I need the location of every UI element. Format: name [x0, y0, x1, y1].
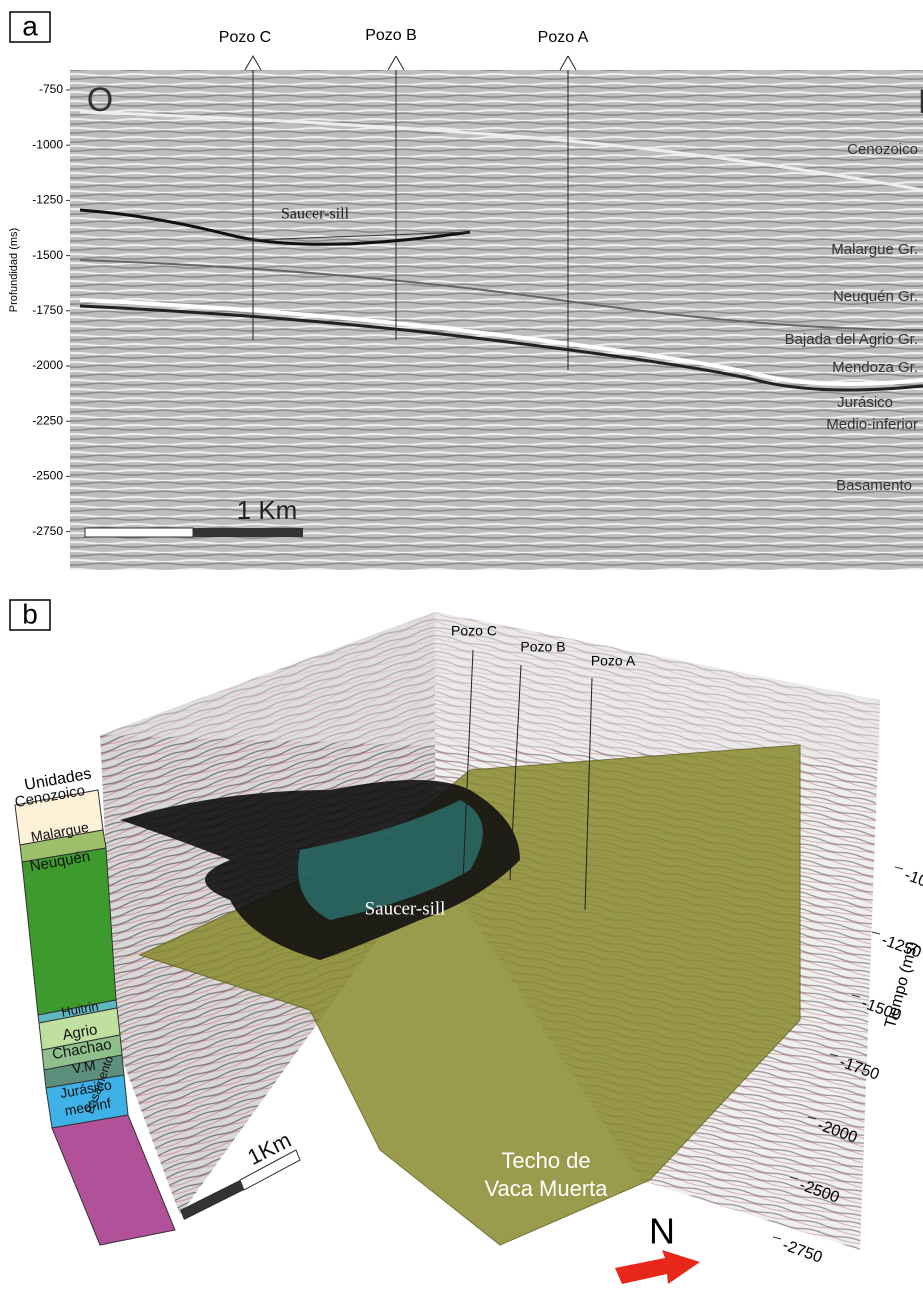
wells [462, 649, 593, 911]
panel-label-box [9, 11, 51, 43]
well-label: Pozo A [538, 29, 589, 46]
panel-label: b [22, 598, 38, 629]
seismic-section [70, 70, 923, 570]
reflectors [79, 110, 923, 392]
y-tick-label: -2250 [32, 413, 63, 427]
unit-label: Malargue Gr. [831, 241, 918, 258]
unit-label: Medio-inferior [826, 416, 918, 433]
corner-label: O [87, 81, 113, 119]
well-label: Pozo C [219, 29, 271, 46]
annotation: Saucer-sill [365, 898, 446, 919]
panel-label-box [9, 599, 51, 631]
wall-top [100, 612, 880, 760]
tick-label: -2750 [780, 1237, 824, 1267]
y-ticks: -750 -1000 -1250 -1500 -1750 -2000 -2250 -2500 -… [32, 82, 70, 538]
y-tick-label: -2000 [32, 358, 63, 372]
north-arrow [615, 1250, 700, 1284]
y-tick-label: -2500 [32, 469, 63, 483]
unit-label: Jurásico [837, 394, 893, 411]
well-label: Pozo C [451, 623, 497, 639]
north-label: N [649, 1211, 675, 1252]
tick-mark [871, 931, 881, 935]
unit-label: V.M [71, 1057, 97, 1077]
well-label: Pozo A [591, 653, 636, 669]
tick-mark [829, 1053, 839, 1057]
scale-label: 1 Km [237, 495, 298, 525]
well-label: Pozo B [520, 639, 565, 655]
scale-bar [193, 528, 303, 537]
y-axis-label: Profundidad (ms) [8, 228, 20, 312]
scale-bar [239, 1149, 301, 1191]
panel-label: a [22, 10, 38, 41]
tick-mark [894, 866, 904, 870]
tick-mark [789, 1176, 799, 1180]
y-tick-label: -1500 [32, 248, 63, 262]
annotation: Saucer-sill [281, 206, 350, 223]
corner-label: E [918, 83, 923, 121]
y-tick-label: -1000 [32, 137, 63, 151]
tick-label: -1000 [902, 867, 923, 897]
y-tick-label: -750 [39, 82, 63, 96]
tick-mark [772, 1236, 782, 1240]
well-label: Pozo B [365, 27, 417, 44]
y-tick-label: -1750 [32, 303, 63, 317]
unit-label: Neuquén Gr. [833, 288, 918, 305]
unit-label: Basamento [836, 477, 912, 494]
scale-bar [84, 527, 194, 538]
y-tick-label: -1250 [32, 193, 63, 207]
wells [244, 54, 577, 370]
surface-label: Techo de [501, 1148, 590, 1173]
unit-label: Cenozoico [847, 141, 918, 158]
surface-label: Vaca Muerta [484, 1176, 608, 1201]
sill-color [298, 800, 483, 920]
unit-label: Bajada del Agrio Gr. [785, 331, 918, 348]
tick-mark [851, 994, 861, 998]
axis-label: Tiempo (ms) [882, 940, 922, 1031]
y-tick-label: -2750 [32, 524, 63, 538]
strat-column [14, 789, 176, 1246]
tick-mark [807, 1116, 817, 1120]
scale-bar [180, 1180, 244, 1220]
unit-label: Mendoza Gr. [832, 359, 918, 376]
unit-label: Agrio [61, 1021, 98, 1044]
unit-label: Huitrin [60, 998, 100, 1019]
